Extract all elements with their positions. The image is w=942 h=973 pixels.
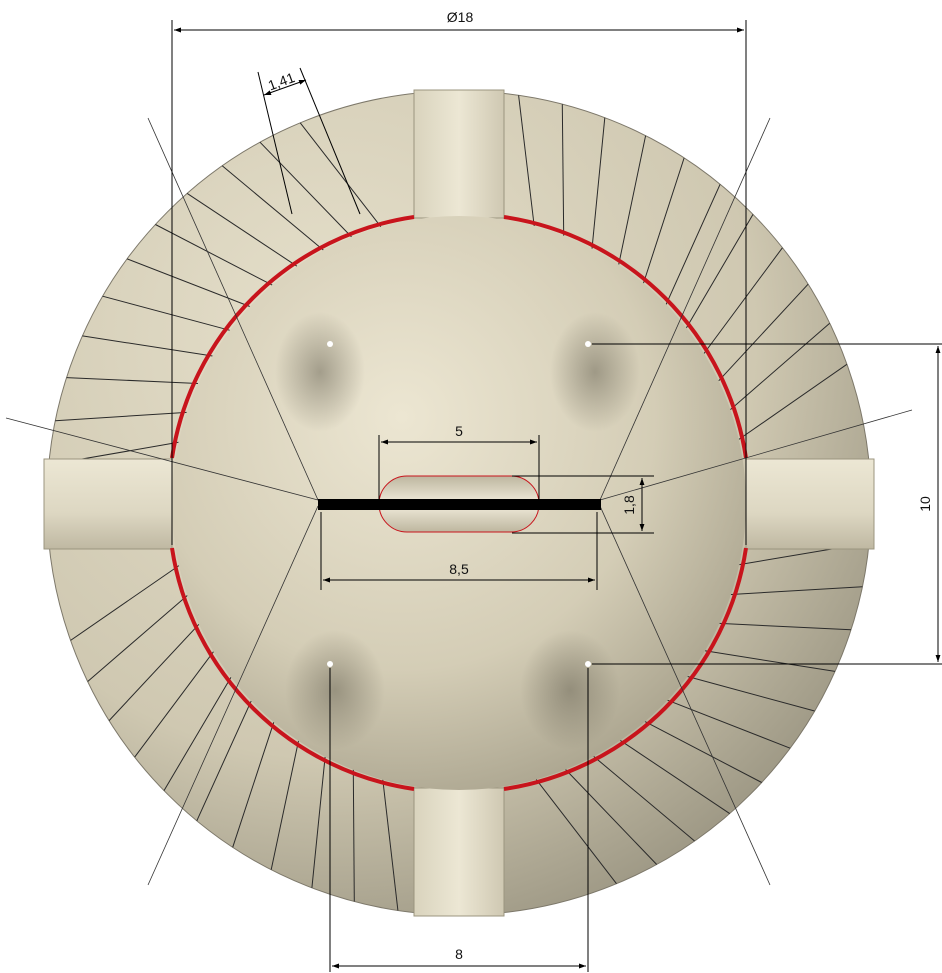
dim-slot-length: 5 bbox=[455, 423, 463, 439]
rib-line bbox=[518, 95, 535, 227]
tab-bottom bbox=[413, 787, 505, 917]
hole-top-left bbox=[327, 341, 333, 347]
rib-line bbox=[70, 565, 180, 641]
rib-line bbox=[82, 335, 213, 357]
rib-line bbox=[196, 700, 252, 822]
tab-top bbox=[413, 89, 505, 219]
center-bar bbox=[318, 499, 601, 510]
rib-line bbox=[55, 411, 187, 422]
rib-line bbox=[299, 122, 382, 228]
rib-line bbox=[66, 377, 199, 384]
dim-rib-width: 1,41 bbox=[266, 69, 297, 93]
seal-ring-arc-br bbox=[503, 547, 748, 791]
rib-line bbox=[687, 676, 815, 712]
hole-bottom-right bbox=[585, 661, 591, 667]
dim-slot-width: 1,8 bbox=[621, 495, 637, 515]
rib-line bbox=[685, 214, 754, 329]
dimple-shade-tl bbox=[275, 312, 365, 432]
rib-line bbox=[703, 247, 783, 354]
rib-line bbox=[593, 756, 695, 842]
rib-line bbox=[134, 651, 214, 758]
tab-left bbox=[43, 458, 173, 550]
rib-line bbox=[618, 135, 647, 265]
rib-line bbox=[565, 769, 658, 865]
rib-line bbox=[102, 295, 230, 331]
dimple-shade-tr bbox=[550, 312, 640, 432]
rib-line bbox=[591, 117, 606, 249]
rib-line bbox=[667, 699, 791, 749]
rib-line bbox=[108, 623, 200, 721]
seal-ring-arc-tl bbox=[170, 215, 415, 459]
rib-line bbox=[643, 157, 685, 284]
dim-bar-length: 8,5 bbox=[449, 561, 469, 577]
rib-line bbox=[155, 224, 273, 286]
rib-line bbox=[382, 779, 399, 911]
rib-line bbox=[665, 184, 721, 305]
rib-line bbox=[126, 258, 250, 307]
rib-line bbox=[221, 165, 324, 251]
rib-line bbox=[730, 586, 863, 595]
rib-line bbox=[87, 595, 188, 682]
rib-line bbox=[163, 677, 232, 791]
rib-line bbox=[311, 756, 326, 888]
rib-line bbox=[620, 739, 730, 815]
rib-line bbox=[719, 622, 852, 631]
rib-line bbox=[561, 104, 565, 236]
dim-hole-spacing-vertical: 10 bbox=[917, 496, 933, 512]
dimension-lines bbox=[171, 20, 942, 972]
construction-lines bbox=[5, 117, 913, 886]
rib-line bbox=[259, 141, 352, 238]
hole-bottom-left bbox=[327, 661, 333, 667]
rib-line bbox=[535, 779, 617, 885]
rib-line bbox=[232, 722, 275, 848]
seal-ring-arc-bl bbox=[170, 547, 415, 791]
rib-line bbox=[270, 740, 299, 870]
rib-line bbox=[718, 283, 809, 382]
seal-ring-arc-tr bbox=[503, 215, 748, 459]
holes bbox=[327, 341, 591, 667]
dim-outer-diameter: Ø18 bbox=[447, 9, 474, 25]
rib-line bbox=[730, 322, 831, 410]
rib-line bbox=[352, 769, 355, 902]
tab-right bbox=[745, 458, 875, 550]
hole-top-right bbox=[585, 341, 591, 347]
dimple-shade-br bbox=[520, 630, 620, 750]
dimple-shade-bl bbox=[285, 630, 385, 750]
dim-hole-spacing-horizontal: 8 bbox=[455, 946, 463, 962]
rib-line bbox=[704, 650, 836, 672]
rib-line bbox=[186, 192, 298, 267]
seal-ring bbox=[170, 215, 748, 791]
rib-line bbox=[738, 363, 848, 440]
rib-lines bbox=[48, 95, 870, 911]
rib-line bbox=[644, 721, 762, 783]
